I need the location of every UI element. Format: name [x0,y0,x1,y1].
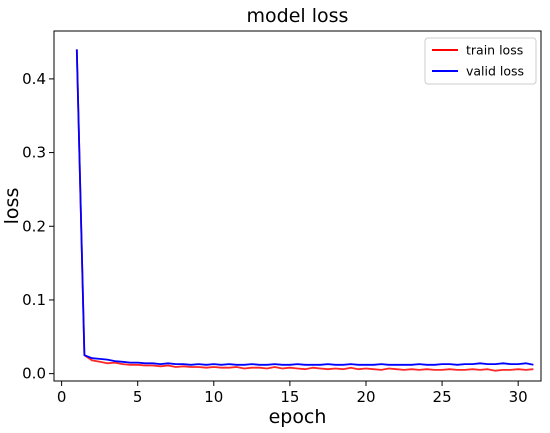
series-layer [75,49,534,372]
x-tick-label: 25 [433,388,452,406]
x-tick-label: 5 [133,388,143,406]
x-tick-label: 0 [57,388,67,406]
y-tick-label: 0.0 [22,365,46,383]
y-tick-label: 0.1 [22,291,46,309]
legend: train loss valid loss [424,37,537,85]
y-tick-label: 0.4 [22,70,46,88]
series-line-valid-loss [75,49,534,366]
x-tick-label: 20 [356,388,375,406]
x-tick-label: 15 [280,388,299,406]
legend-label: valid loss [466,64,524,79]
ticks-layer: 0 5 10 15 20 25 30 0.0 0.1 0.2 0.3 0.4 [22,70,528,406]
y-tick-label: 0.2 [22,217,46,235]
chart-title: model loss [247,5,349,27]
y-axis-title: loss [1,188,23,225]
x-axis-title: epoch [269,406,327,428]
legend-label: train loss [466,43,523,58]
y-tick-label: 0.3 [22,144,46,162]
plot-frame [53,30,542,382]
x-tick-label: 30 [509,388,528,406]
series-line-train-loss [75,49,534,372]
x-tick-label: 10 [204,388,223,406]
